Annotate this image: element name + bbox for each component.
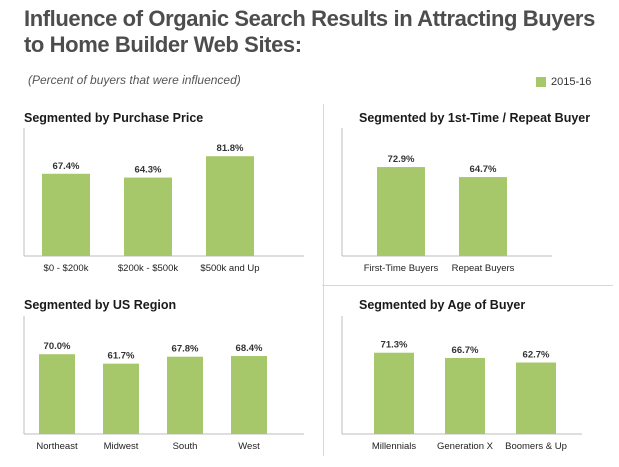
data-label: 72.9% (388, 154, 415, 165)
bar (459, 177, 507, 256)
data-label: 66.7% (452, 345, 479, 356)
data-label: 81.8% (217, 143, 244, 154)
x-tick-label: Repeat Buyers (452, 263, 515, 274)
x-tick-label: First-Time Buyers (364, 263, 439, 274)
data-label: 67.4% (53, 161, 80, 172)
panel-title-us-region: Segmented by US Region (24, 298, 177, 312)
page-title: Influence of Organic Search Results in A… (24, 6, 614, 58)
x-tick-label: South (173, 441, 198, 452)
data-label: 71.3% (381, 340, 408, 351)
panel-title-buyer-type: Segmented by 1st-Time / Repeat Buyer (359, 111, 591, 125)
title-line-1: Influence of Organic Search Results in A… (24, 6, 595, 31)
bar (374, 352, 414, 434)
data-label: 64.7% (470, 164, 497, 175)
data-label: 64.3% (135, 165, 162, 176)
data-label: 67.8% (172, 344, 199, 355)
chart-buyer-type: 72.9% First-Time Buyers 64.7% Repeat Buyers (341, 128, 552, 274)
x-tick-label: Boomers & Up (505, 441, 567, 452)
bar (377, 167, 425, 256)
bar (167, 356, 203, 434)
data-label: 62.7% (523, 350, 550, 361)
title-line-2: to Home Builder Web Sites: (24, 32, 302, 57)
bar (103, 363, 139, 434)
chart-us-region: 70.0% Northeast 61.7% Midwest 67.8% South 68.4… (23, 316, 304, 452)
x-tick-label: $500k and Up (200, 263, 259, 274)
bar (445, 357, 485, 434)
x-tick-label: Northeast (36, 441, 78, 452)
legend-swatch (536, 77, 546, 87)
panel-divider-horizontal (322, 285, 613, 286)
data-label: 68.4% (236, 343, 263, 354)
x-tick-label: $0 - $200k (44, 263, 89, 274)
data-label: 70.0% (44, 341, 71, 352)
legend: 2015-16 (536, 76, 591, 88)
x-tick-label: $200k - $500k (118, 263, 178, 274)
panel-title-purchase-price: Segmented by Purchase Price (24, 111, 204, 125)
chart-purchase-price: 67.4% $0 - $200k 64.3% $200k - $500k 81.8% $5… (23, 128, 304, 274)
subtitle: (Percent of buyers that were influenced) (28, 73, 241, 87)
data-label: 61.7% (108, 351, 135, 362)
bar (231, 356, 267, 434)
legend-label: 2015-16 (551, 76, 592, 88)
x-tick-label: West (238, 441, 260, 452)
chart-age-of-buyer: 71.3% Millennials 66.7% Generation X 62.7% Bo… (341, 316, 582, 452)
bar (42, 173, 90, 256)
bar (206, 156, 254, 256)
bar (516, 362, 556, 434)
x-tick-label: Millennials (372, 441, 417, 452)
bar (124, 177, 172, 256)
bar (39, 354, 75, 434)
x-tick-label: Generation X (437, 441, 494, 452)
panel-title-age-of-buyer: Segmented by Age of Buyer (359, 298, 526, 312)
x-tick-label: Midwest (104, 441, 139, 452)
panel-divider-vertical (323, 104, 324, 456)
